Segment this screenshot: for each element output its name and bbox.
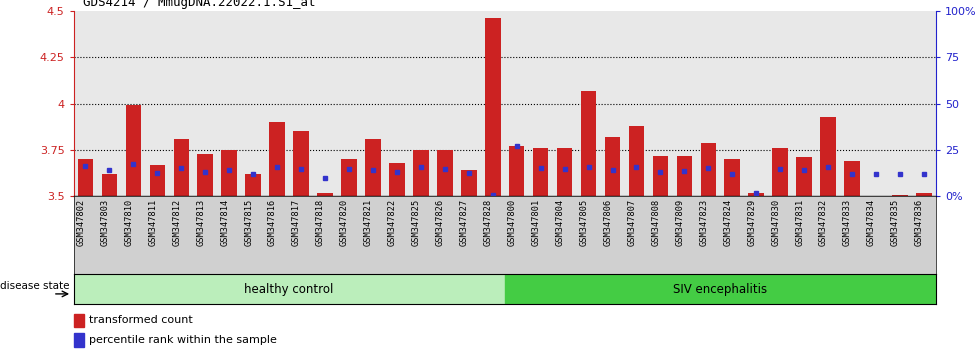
Text: SIV encephalitis: SIV encephalitis bbox=[673, 283, 767, 296]
Text: GSM347811: GSM347811 bbox=[148, 199, 158, 246]
Text: GSM347801: GSM347801 bbox=[531, 199, 541, 246]
Text: GSM347818: GSM347818 bbox=[316, 199, 325, 246]
Bar bbox=[318, 193, 333, 196]
Bar bbox=[485, 18, 501, 196]
Bar bbox=[797, 158, 811, 196]
Text: GSM347825: GSM347825 bbox=[412, 199, 420, 246]
Bar bbox=[505, 274, 936, 304]
Bar bbox=[653, 155, 668, 196]
Text: GSM347813: GSM347813 bbox=[196, 199, 205, 246]
Text: GSM347816: GSM347816 bbox=[269, 199, 277, 246]
Bar bbox=[820, 116, 836, 196]
Text: percentile rank within the sample: percentile rank within the sample bbox=[89, 335, 277, 345]
Text: GSM347831: GSM347831 bbox=[795, 199, 805, 246]
Bar bbox=[437, 150, 453, 196]
Text: GSM347812: GSM347812 bbox=[172, 199, 181, 246]
Bar bbox=[102, 174, 118, 196]
Text: GSM347809: GSM347809 bbox=[675, 199, 684, 246]
Text: GSM347824: GSM347824 bbox=[723, 199, 732, 246]
Text: GSM347820: GSM347820 bbox=[340, 199, 349, 246]
Bar bbox=[749, 193, 764, 196]
Bar bbox=[389, 163, 405, 196]
Text: GSM347815: GSM347815 bbox=[244, 199, 253, 246]
Text: GSM347835: GSM347835 bbox=[891, 199, 900, 246]
Bar bbox=[150, 165, 165, 196]
Text: GSM347806: GSM347806 bbox=[604, 199, 612, 246]
Text: GSM347807: GSM347807 bbox=[627, 199, 636, 246]
Text: GSM347817: GSM347817 bbox=[292, 199, 301, 246]
Text: GSM347803: GSM347803 bbox=[100, 199, 110, 246]
Text: GSM347808: GSM347808 bbox=[652, 199, 661, 246]
Text: GSM347810: GSM347810 bbox=[124, 199, 133, 246]
Text: GSM347802: GSM347802 bbox=[76, 199, 85, 246]
Bar bbox=[533, 148, 549, 196]
Bar bbox=[270, 122, 285, 196]
Text: transformed count: transformed count bbox=[89, 315, 193, 325]
Bar bbox=[197, 154, 213, 196]
Bar bbox=[772, 148, 788, 196]
Text: GSM347836: GSM347836 bbox=[915, 199, 924, 246]
Bar bbox=[605, 137, 620, 196]
Text: GSM347834: GSM347834 bbox=[867, 199, 876, 246]
Text: disease state: disease state bbox=[0, 281, 70, 291]
Bar bbox=[509, 146, 524, 196]
Text: GSM347814: GSM347814 bbox=[220, 199, 229, 246]
Bar bbox=[74, 314, 84, 327]
Text: GSM347822: GSM347822 bbox=[388, 199, 397, 246]
Text: GSM347827: GSM347827 bbox=[460, 199, 468, 246]
Bar bbox=[844, 161, 859, 196]
Text: GSM347828: GSM347828 bbox=[484, 199, 493, 246]
Text: GSM347826: GSM347826 bbox=[436, 199, 445, 246]
Bar bbox=[173, 139, 189, 196]
Bar bbox=[293, 131, 309, 196]
Bar bbox=[461, 170, 476, 196]
Bar bbox=[581, 91, 596, 196]
Text: GSM347829: GSM347829 bbox=[747, 199, 757, 246]
Text: GSM347805: GSM347805 bbox=[579, 199, 589, 246]
Text: GDS4214 / MmugDNA.22022.1.S1_at: GDS4214 / MmugDNA.22022.1.S1_at bbox=[83, 0, 316, 9]
Bar bbox=[628, 126, 644, 196]
Text: GSM347800: GSM347800 bbox=[508, 199, 516, 246]
Text: GSM347821: GSM347821 bbox=[364, 199, 373, 246]
Bar bbox=[676, 155, 692, 196]
Bar bbox=[74, 274, 505, 304]
Text: GSM347804: GSM347804 bbox=[556, 199, 564, 246]
Bar bbox=[413, 150, 428, 196]
Bar bbox=[724, 159, 740, 196]
Bar bbox=[366, 139, 380, 196]
Text: GSM347830: GSM347830 bbox=[771, 199, 780, 246]
Bar bbox=[916, 193, 932, 196]
Bar bbox=[74, 333, 84, 347]
Bar bbox=[892, 195, 907, 196]
Bar bbox=[125, 105, 141, 196]
Text: GSM347823: GSM347823 bbox=[700, 199, 709, 246]
Text: GSM347832: GSM347832 bbox=[819, 199, 828, 246]
Text: GSM347833: GSM347833 bbox=[843, 199, 852, 246]
Bar bbox=[245, 174, 261, 196]
Text: healthy control: healthy control bbox=[244, 283, 334, 296]
Bar bbox=[557, 148, 572, 196]
Bar bbox=[701, 143, 716, 196]
Bar bbox=[221, 150, 237, 196]
Bar bbox=[77, 159, 93, 196]
Bar bbox=[341, 159, 357, 196]
